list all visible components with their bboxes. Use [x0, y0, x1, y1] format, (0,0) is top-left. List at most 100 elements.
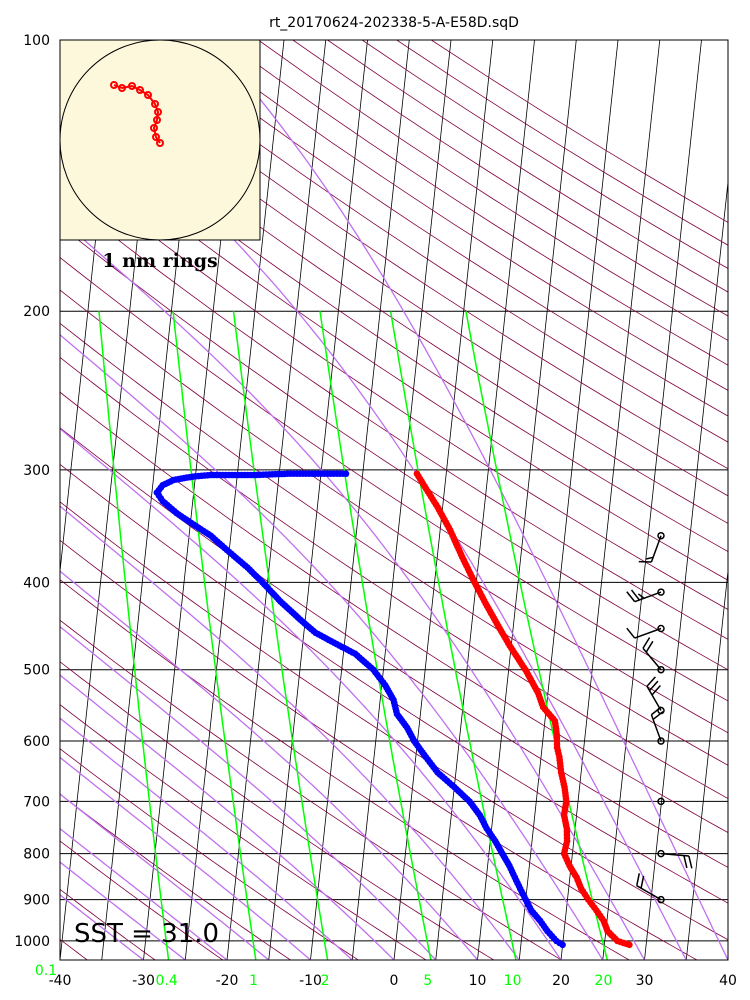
pressure-tick-label: 900: [23, 893, 50, 909]
dry-adiabat-line: [60, 501, 728, 941]
dry-adiabat-line: [60, 356, 728, 800]
mixing-ratio-label: 0.4: [156, 973, 178, 989]
dry-adiabat-line: [60, 289, 728, 734]
moist-adiabat-line: [60, 861, 186, 960]
isotherm-line: [560, 40, 661, 960]
pressure-tick-label: 100: [23, 33, 50, 49]
inset-track-point: [136, 86, 144, 94]
temperature-tick-label: -10: [299, 973, 322, 989]
moist-adiabat-line: [60, 717, 353, 960]
dry-adiabat-line: [60, 322, 728, 766]
mixing-ratio-label: 0.1: [35, 963, 57, 979]
inset-label: 1 nm rings: [102, 250, 217, 272]
inset-track-point: [144, 91, 152, 99]
wind-barbs: [626, 531, 693, 904]
isotherm-line: [477, 40, 577, 960]
dry-adiabat-line: [188, 40, 728, 391]
wind-barb-feather: [626, 627, 636, 639]
wind-barb-station: [657, 737, 665, 745]
mixing-ratio-label: 2: [321, 973, 330, 989]
dewpoint-point: [342, 470, 350, 478]
dry-adiabat-line: [60, 75, 728, 524]
isotherm-line: [351, 40, 452, 960]
mixing-ratio-labels: 0.1 0.4 1 2 5 10 20: [35, 963, 612, 989]
pressure-tick-label: 300: [23, 463, 50, 479]
pressure-tick-label: 1000: [14, 934, 50, 950]
isotherm-line: [226, 40, 327, 960]
wind-barb-feather: [646, 676, 656, 687]
moist-adiabat-line: [60, 505, 520, 960]
isotherm-line: [393, 40, 494, 960]
mixing-ratio-label: 20: [595, 973, 613, 989]
dry-adiabat-line: [60, 193, 728, 640]
wind-barb-staff: [634, 627, 662, 639]
pressure-tick-label: 600: [23, 734, 50, 750]
mixing-ratio-label: 1: [249, 973, 258, 989]
wind-barb: [638, 531, 665, 563]
dry-adiabat-line: [60, 163, 728, 610]
wind-barb-station: [657, 665, 665, 674]
wind-barb-staff: [650, 714, 662, 742]
dry-adiabat-line: [60, 256, 728, 702]
wind-barb: [626, 588, 665, 603]
wind-barb: [642, 637, 665, 674]
wind-barb-station: [657, 624, 665, 633]
wind-barb: [657, 797, 665, 806]
wind-barb-feather: [683, 855, 688, 869]
wind-barb-staff: [642, 647, 662, 671]
wind-barb: [636, 873, 665, 904]
mixing-ratio-line: [98, 311, 170, 960]
mixing-ratio-line: [0, 311, 51, 960]
moist-adiabat-line: [60, 570, 478, 960]
temperature-point: [413, 470, 421, 478]
moist-adiabat-line: [60, 756, 311, 960]
wind-barb: [657, 849, 693, 869]
isotherm-line: [518, 40, 619, 960]
dry-adiabat-line: [119, 40, 728, 443]
wind-barb-feather: [637, 593, 645, 599]
wind-barb: [646, 676, 665, 715]
chart-title: rt_20170624-202338-5-A-E58D.sqD: [269, 15, 519, 31]
inset-track-point: [110, 81, 118, 89]
temperature-tick-label: -30: [132, 973, 155, 989]
plot-frame: [59, 39, 729, 961]
temperature-tick-label: 40: [719, 973, 737, 989]
inset-track-point: [156, 139, 164, 147]
wind-barb-feather: [650, 706, 662, 716]
dry-adiabat-line: [60, 463, 728, 904]
dry-adiabat-line: [361, 40, 728, 269]
dry-adiabat-line: [154, 40, 728, 417]
wind-barb-staff: [646, 685, 662, 711]
mixing-ratio-line: [389, 311, 517, 960]
dry-adiabat-line: [60, 793, 291, 960]
isotherm-line: [685, 567, 728, 960]
wind-barb-feather: [645, 556, 654, 560]
temperature-tick-label: -20: [216, 973, 239, 989]
wind-barb: [626, 624, 665, 639]
dry-adiabat-line: [85, 40, 728, 470]
moist-adiabat-line: [60, 793, 270, 960]
dry-adiabat-line: [60, 840, 224, 960]
dry-adiabat-line: [60, 225, 728, 671]
mixing-ratio-line: [319, 311, 432, 960]
pressure-tick-label: 200: [23, 304, 50, 320]
wind-barb-station: [657, 797, 665, 806]
wind-barb: [650, 706, 665, 745]
moist-adiabat-line: [209, 40, 728, 960]
sst-label: SST = 31.0: [74, 919, 219, 949]
temperature-tick-label: 30: [636, 973, 654, 989]
isotherm-line: [727, 956, 728, 960]
dry-adiabat-line: [60, 46, 728, 497]
dry-adiabat-line: [60, 748, 359, 960]
wind-barb-feather: [630, 589, 640, 601]
wind-barb-feather: [626, 591, 636, 603]
wind-barb-feather: [651, 684, 661, 696]
isotherm-line: [602, 40, 702, 960]
inset-track-line: [113, 84, 161, 144]
dry-adiabat-line: [292, 40, 728, 317]
storm-track-inset: 1 nm rings: [59, 39, 261, 272]
dry-adiabat-line: [60, 427, 728, 868]
wind-barb-feather: [648, 680, 659, 692]
wind-barb-feather: [688, 855, 693, 869]
